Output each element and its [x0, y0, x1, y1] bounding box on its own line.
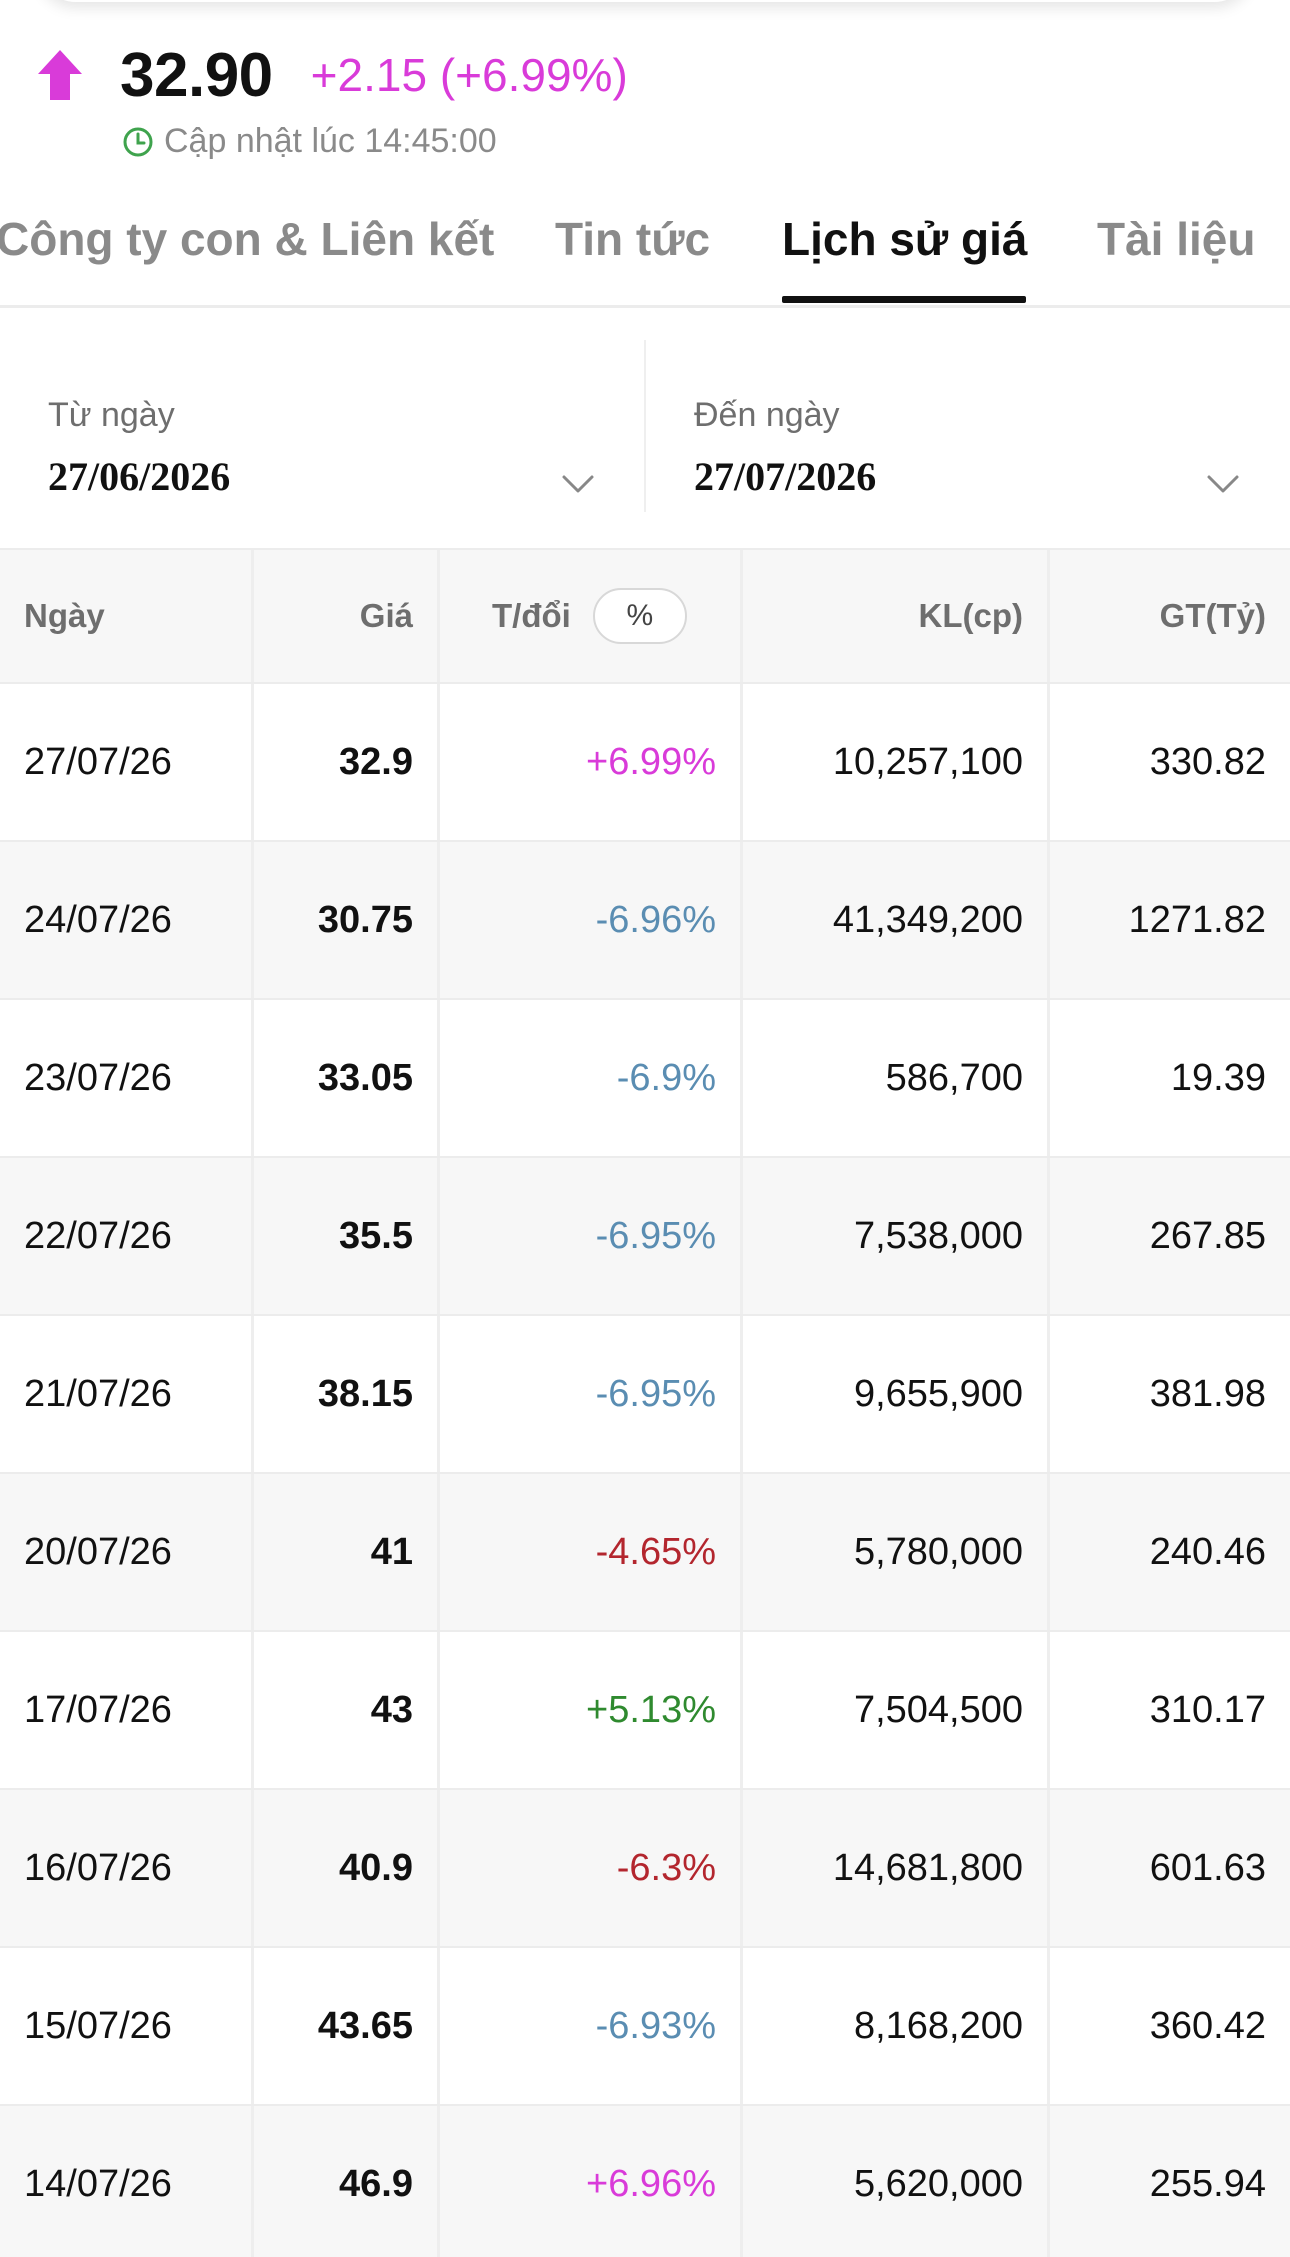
- tab-bar: Công ty con & Liên kết Tin tức Lịch sử g…: [0, 200, 1290, 308]
- header-value: GT(Tỷ): [1159, 597, 1266, 634]
- update-time: Cập nhật lúc 14:45:00: [122, 122, 497, 161]
- cell-date: 21/07/26: [0, 1316, 254, 1472]
- table-row[interactable]: 21/07/26 38.15 -6.95% 9,655,900 381.98: [0, 1316, 1290, 1474]
- tab-price-history[interactable]: Lịch sử giá: [782, 213, 1028, 265]
- table-row[interactable]: 24/07/26 30.75 -6.96% 41,349,200 1271.82: [0, 842, 1290, 1000]
- header-price: Giá: [254, 550, 440, 682]
- cell-price: 43.65: [254, 1948, 440, 2104]
- cell-volume: 5,620,000: [743, 2106, 1050, 2257]
- cell-change: +6.96%: [440, 2106, 743, 2257]
- table-row[interactable]: 15/07/26 43.65 -6.93% 8,168,200 360.42: [0, 1948, 1290, 2106]
- cell-volume: 41,349,200: [743, 842, 1050, 998]
- table-row[interactable]: 22/07/26 35.5 -6.95% 7,538,000 267.85: [0, 1158, 1290, 1316]
- table-row[interactable]: 16/07/26 40.9 -6.3% 14,681,800 601.63: [0, 1790, 1290, 1948]
- tab-documents[interactable]: Tài liệu: [1097, 213, 1256, 265]
- cell-date: 14/07/26: [0, 2106, 254, 2257]
- cell-value: 330.82: [1149, 740, 1266, 783]
- header-date: Ngày: [0, 550, 254, 682]
- cell-change: +6.99%: [440, 684, 743, 840]
- cell-date: 23/07/26: [0, 1000, 254, 1156]
- cell-volume: 9,655,900: [743, 1316, 1050, 1472]
- tab-subsidiaries[interactable]: Công ty con & Liên kết: [0, 213, 495, 265]
- cell-change: -6.96%: [440, 842, 743, 998]
- cell-value: 360.42: [1149, 2004, 1266, 2047]
- to-date-value: 27/07/2026: [694, 454, 877, 499]
- from-date-value: 27/06/2026: [48, 454, 231, 499]
- price-history-table: Ngày Giá T/đổi % KL(cp) GT(Tỷ) 27/07/26 …: [0, 548, 1290, 2257]
- chevron-down-icon[interactable]: [1206, 474, 1240, 494]
- cell-date: 16/07/26: [0, 1790, 254, 1946]
- clock-icon: [122, 126, 154, 158]
- cell-price: 43: [254, 1632, 440, 1788]
- cell-date: 17/07/26: [0, 1632, 254, 1788]
- table-row[interactable]: 14/07/26 46.9 +6.96% 5,620,000 255.94: [0, 2106, 1290, 2257]
- cell-date: 27/07/26: [0, 684, 254, 840]
- header-change: T/đổi %: [440, 550, 743, 682]
- to-date-picker[interactable]: Đến ngày 27/07/2026: [694, 396, 876, 500]
- cell-volume: 10,257,100: [743, 684, 1050, 840]
- cell-price: 33.05: [254, 1000, 440, 1156]
- to-date-label: Đến ngày: [694, 396, 840, 434]
- cell-volume: 7,504,500: [743, 1632, 1050, 1788]
- header-change-label: T/đổi: [492, 597, 571, 634]
- header-volume: KL(cp): [743, 550, 1050, 682]
- from-date-label: Từ ngày: [48, 396, 175, 434]
- cell-value: 381.98: [1149, 1372, 1266, 1415]
- date-divider: [644, 340, 646, 512]
- tab-news[interactable]: Tin tức: [555, 213, 711, 265]
- cell-change: -6.9%: [440, 1000, 743, 1156]
- cell-price: 41: [254, 1474, 440, 1630]
- table-row[interactable]: 27/07/26 32.9 +6.99% 10,257,100 330.82: [0, 684, 1290, 842]
- cell-date: 22/07/26: [0, 1158, 254, 1314]
- arrow-up-icon: [36, 48, 84, 102]
- cell-value: 19.39: [1170, 1056, 1266, 1099]
- cell-change: -6.95%: [440, 1316, 743, 1472]
- cell-date: 15/07/26: [0, 1948, 254, 2104]
- cell-volume: 8,168,200: [743, 1948, 1050, 2104]
- cell-price: 35.5: [254, 1158, 440, 1314]
- cell-date: 20/07/26: [0, 1474, 254, 1630]
- from-date-picker[interactable]: Từ ngày 27/06/2026: [48, 396, 230, 500]
- cell-price: 46.9: [254, 2106, 440, 2257]
- cell-volume: 7,538,000: [743, 1158, 1050, 1314]
- cell-change: -6.3%: [440, 1790, 743, 1946]
- cell-value: 1271.82: [1128, 898, 1266, 941]
- percent-toggle-button[interactable]: %: [592, 588, 687, 644]
- cell-price: 40.9: [254, 1790, 440, 1946]
- cell-change: -6.93%: [440, 1948, 743, 2104]
- cell-price: 30.75: [254, 842, 440, 998]
- update-time-text: Cập nhật lúc 14:45:00: [164, 122, 497, 160]
- active-tab-indicator: [782, 296, 1026, 303]
- cell-volume: 5,780,000: [743, 1474, 1050, 1630]
- cell-volume: 586,700: [743, 1000, 1050, 1156]
- chevron-down-icon[interactable]: [561, 474, 595, 494]
- table-row[interactable]: 17/07/26 43 +5.13% 7,504,500 310.17: [0, 1632, 1290, 1790]
- cell-change: -4.65%: [440, 1474, 743, 1630]
- cell-change: +5.13%: [440, 1632, 743, 1788]
- cell-value: 601.63: [1149, 1846, 1266, 1889]
- cell-value: 240.46: [1149, 1530, 1266, 1573]
- top-card-edge: [36, 0, 1254, 2]
- cell-value: 310.17: [1149, 1688, 1266, 1731]
- current-price: 32.90: [120, 40, 273, 110]
- cell-price: 38.15: [254, 1316, 440, 1472]
- cell-change: -6.95%: [440, 1158, 743, 1314]
- cell-date: 24/07/26: [0, 842, 254, 998]
- table-header: Ngày Giá T/đổi % KL(cp) GT(Tỷ): [0, 550, 1290, 684]
- table-row[interactable]: 20/07/26 41 -4.65% 5,780,000 240.46: [0, 1474, 1290, 1632]
- price-change: +2.15 (+6.99%): [310, 49, 628, 101]
- table-row[interactable]: 23/07/26 33.05 -6.9% 586,700 19.39: [0, 1000, 1290, 1158]
- cell-value: 255.94: [1149, 2162, 1266, 2205]
- cell-volume: 14,681,800: [743, 1790, 1050, 1946]
- price-header: 32.90 +2.15 (+6.99%): [36, 40, 628, 110]
- cell-value: 267.85: [1149, 1214, 1266, 1257]
- cell-price: 32.9: [254, 684, 440, 840]
